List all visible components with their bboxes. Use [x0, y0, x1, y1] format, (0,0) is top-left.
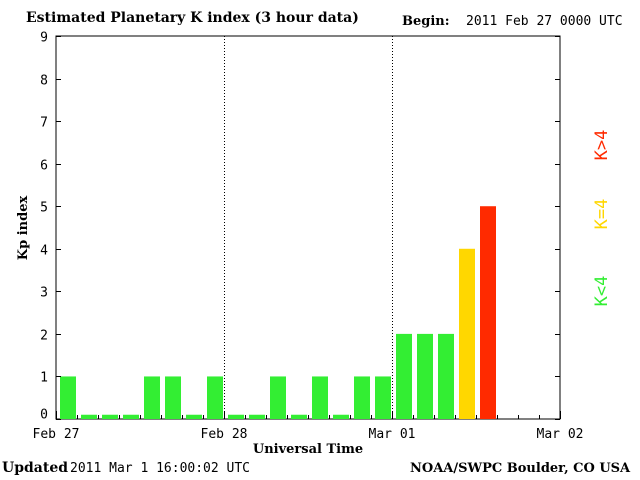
y-tick-label: 0: [40, 408, 48, 423]
y-tick-label: 1: [40, 371, 48, 386]
begin-value: 2011 Feb 27 0000 UTC: [466, 14, 623, 29]
x-tick-label: Mar 02: [537, 427, 584, 442]
y-axis: 0 1 2 3 4 5 6 7 8 9: [40, 31, 560, 423]
kp-bar-8: [228, 414, 244, 419]
source-credit: NOAA/SWPC Boulder, CO USA: [410, 461, 631, 476]
kp-bar-9: [249, 414, 265, 419]
bars-group: [60, 206, 496, 419]
kp-bar-6: [186, 414, 202, 419]
y-tick-label: 7: [40, 116, 48, 131]
updated-label: Updated: [2, 460, 69, 476]
kp-bar-1: [81, 414, 97, 419]
kp-bar-5: [165, 376, 181, 419]
y-tick-label: 2: [40, 329, 48, 344]
kp-bar-11: [291, 414, 307, 419]
y-tick-label: 6: [40, 159, 48, 174]
kp-bar-17: [417, 333, 433, 419]
kp-bar-14: [354, 376, 370, 419]
y-tick-label: 5: [40, 201, 48, 216]
chart-title: Estimated Planetary K index (3 hour data…: [26, 10, 359, 26]
legend-item-2: K>4: [592, 130, 612, 161]
legend-item-1: K=4: [592, 199, 612, 230]
y-axis-label: Kp index: [16, 196, 31, 261]
legend-item-0: K<4: [592, 276, 612, 307]
kp-bar-18: [438, 333, 454, 419]
y-tick-label: 9: [40, 31, 48, 46]
kp-bar-3: [123, 414, 139, 419]
begin-label: Begin:: [402, 14, 450, 29]
day-separators: [224, 36, 393, 419]
kp-bar-20: [480, 206, 496, 419]
kp-bar-10: [270, 376, 286, 419]
kp-bar-0: [60, 376, 76, 419]
legend: K<4 K=4 K>4: [592, 130, 612, 307]
x-axis-label: Universal Time: [253, 442, 363, 457]
kp-bar-19: [459, 248, 475, 419]
kp-bar-4: [144, 376, 160, 419]
kp-bar-13: [333, 414, 349, 419]
y-tick-label: 8: [40, 74, 48, 89]
kp-bar-7: [207, 376, 223, 419]
x-tick-label: Mar 01: [369, 427, 416, 442]
kp-bar-2: [102, 414, 118, 419]
kp-bar-16: [396, 333, 412, 419]
kp-bar-12: [312, 376, 328, 419]
x-axis: Feb 27 Feb 28 Mar 01 Mar 02: [33, 411, 584, 442]
kp-bar-15: [375, 376, 391, 419]
y-tick-label: 3: [40, 286, 48, 301]
x-tick-label: Feb 28: [201, 427, 248, 442]
x-tick-label: Feb 27: [33, 427, 80, 442]
y-tick-label: 4: [40, 244, 48, 259]
updated-value: 2011 Mar 1 16:00:02 UTC: [70, 461, 251, 476]
